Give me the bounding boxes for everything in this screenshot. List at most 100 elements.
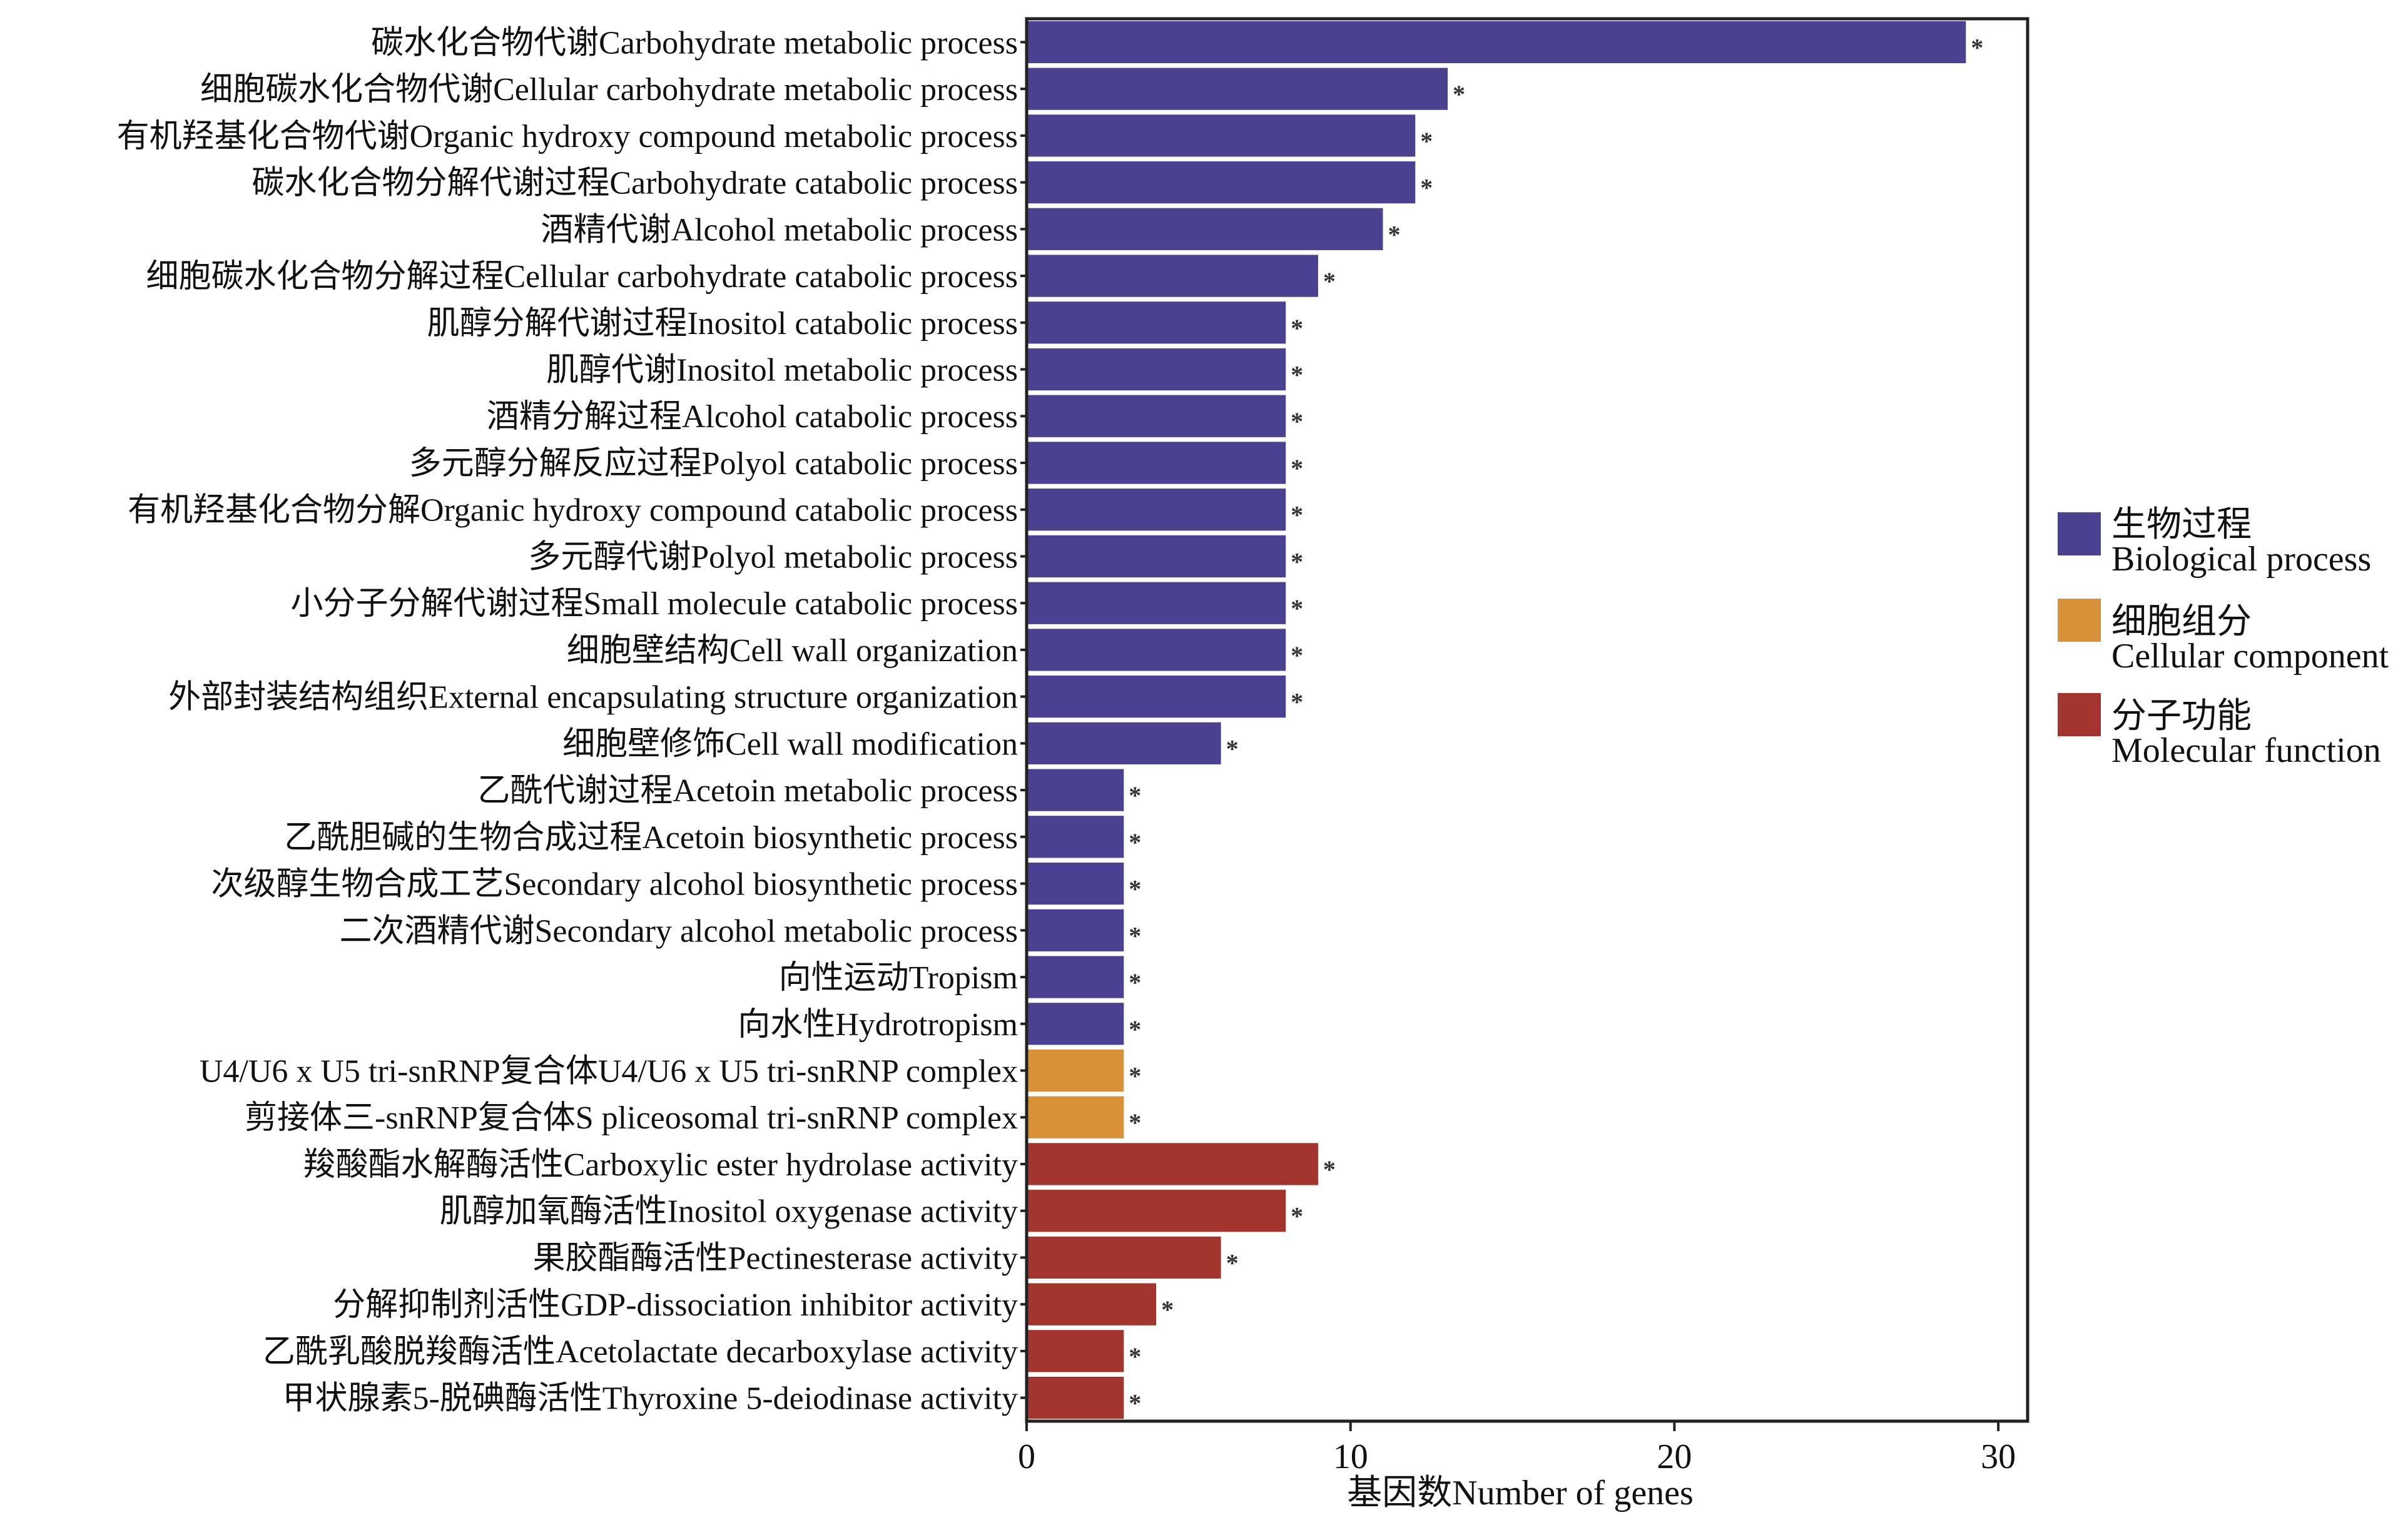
bar	[1027, 629, 1286, 671]
bar	[1027, 1096, 1124, 1138]
category-label: 碳水化合物分解代谢过程Carbohydrate catabolic proces…	[251, 166, 1018, 201]
bar	[1027, 676, 1286, 718]
legend-label-zh: 分子功能	[2111, 697, 2252, 736]
significance-marker: *	[1129, 875, 1141, 903]
x-tick-label: 10	[1333, 1437, 1368, 1476]
significance-marker: *	[1291, 1202, 1303, 1230]
x-axis: 0 10 20 30	[1018, 1421, 2016, 1476]
x-axis-title: 基因数Number of genes	[1347, 1474, 1694, 1512]
bar	[1027, 1049, 1124, 1092]
legend-label-zh: 生物过程	[2111, 505, 2252, 544]
category-label: 酒精分解过程Alcohol catabolic process	[487, 399, 1018, 435]
category-label: 剪接体三-snRNP复合体S pliceosomal tri-snRNP com…	[245, 1100, 1018, 1136]
category-label: 细胞碳水化合物代谢Cellular carbohydrate metabolic…	[200, 72, 1018, 108]
bar	[1027, 21, 1966, 63]
significance-marker: *	[1291, 314, 1303, 342]
bar	[1027, 769, 1124, 811]
category-labels: 碳水化合物代谢Carbohydrate metabolic process 细胞碳…	[117, 25, 1027, 1417]
bar	[1027, 1143, 1318, 1185]
bar	[1027, 535, 1286, 578]
category-label: 分解抑制剂活性GDP-dissociation inhibitor activi…	[333, 1287, 1018, 1323]
category-label: 次级醇生物合成工艺Secondary alcohol biosynthetic …	[211, 867, 1018, 903]
category-label: 果胶酯酶活性Pectinesterase activity	[533, 1240, 1018, 1276]
significance-marker: *	[1323, 1155, 1336, 1183]
bar	[1027, 301, 1286, 344]
legend-swatch	[2058, 693, 2101, 736]
significance-marker: *	[1291, 547, 1303, 575]
significance-marker: *	[1129, 968, 1141, 996]
significance-marker: *	[1161, 1295, 1174, 1324]
significance-marker: *	[1291, 688, 1303, 716]
bar	[1027, 722, 1221, 764]
bar	[1027, 1236, 1221, 1279]
bar	[1027, 1003, 1124, 1045]
category-label: 向性运动Tropism	[779, 960, 1018, 996]
significance-marker: *	[1129, 1015, 1141, 1043]
bar	[1027, 161, 1416, 204]
category-label: 有机羟基化合物代谢Organic hydroxy compound metabo…	[117, 119, 1018, 155]
plot-frame	[1025, 17, 2030, 1423]
legend-swatch	[2058, 599, 2101, 642]
significance-marker: *	[1323, 267, 1336, 295]
legend-swatch	[2058, 512, 2101, 555]
category-label: 乙酰代谢过程Acetoin metabolic process	[477, 773, 1018, 809]
category-label: 多元醇代谢Polyol metabolic process	[528, 539, 1018, 575]
category-label: 甲状腺素5-脱碘酶活性Thyroxine 5-deiodinase activi…	[282, 1381, 1018, 1417]
category-label: 二次酒精代谢Secondary alcohol metabolic proces…	[339, 913, 1018, 949]
category-label: 有机羟基化合物分解Organic hydroxy compound catabo…	[128, 493, 1018, 529]
legend-label-en: Molecular function	[2111, 731, 2381, 770]
category-label: U4/U6 x U5 tri-snRNP复合体U4/U6 x U5 tri-sn…	[200, 1054, 1018, 1090]
significance-marker: *	[1420, 174, 1433, 202]
significance-marker: *	[1291, 641, 1303, 669]
category-label: 肌醇分解代谢过程Inositol catabolic process	[427, 306, 1018, 342]
legend-label-en: Cellular component	[2111, 637, 2389, 676]
x-tick-label: 20	[1657, 1437, 1692, 1476]
bar	[1027, 909, 1124, 951]
bars-layer: * * * * * * * * * * * * * * * * * * * * * * * * * * * * * *	[1027, 21, 1983, 1419]
category-label: 乙酰胆碱的生物合成过程Acetoin biosynthetic process	[284, 820, 1018, 856]
significance-marker: *	[1129, 1342, 1141, 1371]
bar	[1027, 1190, 1286, 1232]
category-label: 肌醇加氧酶活性Inositol oxygenase activity	[440, 1194, 1018, 1230]
significance-marker: *	[1291, 501, 1303, 529]
bar	[1027, 862, 1124, 905]
category-label: 多元醇分解反应过程Polyol catabolic process	[409, 446, 1018, 482]
category-label: 细胞壁结构Cell wall organization	[567, 633, 1018, 669]
category-label: 细胞碳水化合物分解过程Cellular carbohydrate catabol…	[146, 259, 1018, 295]
bar	[1027, 956, 1124, 998]
bar	[1027, 489, 1286, 531]
x-tick-label: 0	[1018, 1437, 1035, 1476]
bar	[1027, 208, 1383, 250]
bar	[1027, 1330, 1124, 1372]
category-label: 碳水化合物代谢Carbohydrate metabolic process	[371, 25, 1018, 61]
legend-label-en: Biological process	[2111, 540, 2371, 579]
significance-marker: *	[1291, 407, 1303, 435]
category-label: 酒精代谢Alcohol metabolic process	[541, 212, 1018, 248]
bar	[1027, 255, 1318, 297]
category-label: 向水性Hydrotropism	[738, 1007, 1018, 1043]
significance-marker: *	[1453, 80, 1465, 108]
significance-marker: *	[1291, 361, 1303, 389]
bar	[1027, 348, 1286, 391]
significance-marker: *	[1129, 828, 1141, 856]
significance-marker: *	[1388, 220, 1400, 248]
significance-marker: *	[1129, 1062, 1141, 1090]
significance-marker: *	[1226, 734, 1239, 763]
bar	[1027, 582, 1286, 624]
bar	[1027, 114, 1416, 157]
bar	[1027, 442, 1286, 484]
significance-marker: *	[1291, 454, 1303, 482]
category-label: 细胞壁修饰Cell wall modification	[562, 726, 1018, 762]
significance-marker: *	[1129, 781, 1141, 809]
category-label: 小分子分解代谢过程Small molecule catabolic proces…	[290, 586, 1018, 622]
bar	[1027, 1377, 1124, 1419]
significance-marker: *	[1129, 1108, 1141, 1137]
significance-marker: *	[1420, 127, 1433, 155]
category-label: 肌醇代谢Inositol metabolic process	[546, 353, 1018, 388]
significance-marker: *	[1291, 594, 1303, 622]
significance-marker: *	[1129, 1389, 1141, 1417]
bar	[1027, 68, 1448, 110]
legend-label-zh: 细胞组分	[2111, 602, 2252, 641]
